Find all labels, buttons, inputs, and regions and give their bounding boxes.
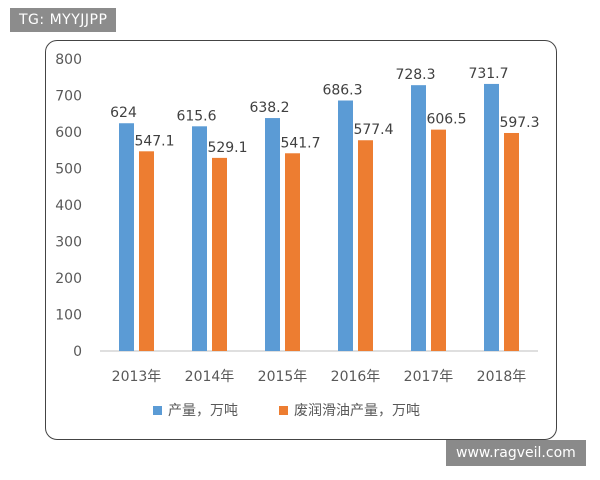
bar-output-2016年 [338,100,353,351]
data-label: 615.6 [176,108,216,124]
y-tick-label: 700 [55,89,82,105]
legend: 产量，万吨 废润滑油产量，万吨 [153,402,420,419]
data-label: 606.5 [426,112,466,128]
bar-waste-oil-2014年 [212,157,227,351]
legend-swatch-2 [279,406,288,415]
y-tick-label: 100 [55,308,82,324]
data-label: 547.1 [134,133,174,149]
x-tick-label: 2015年 [258,369,308,385]
bar-waste-oil-2015年 [285,153,300,351]
bar-waste-oil-2016年 [358,140,373,351]
x-tick-label: 2018年 [477,369,527,385]
bars [119,83,519,352]
category-labels: 2013年 2014年 2015年 2016年 2017年 2018年 [112,369,527,385]
data-label: 731.7 [468,66,508,82]
data-label: 597.3 [499,115,539,131]
bar-output-2014年 [192,126,207,351]
x-tick-label: 2017年 [404,369,454,385]
x-tick-label: 2016年 [331,369,381,385]
bar-output-2017年 [411,85,426,351]
y-tick-label: 500 [55,162,82,178]
y-tick-label: 400 [55,198,82,214]
data-label: 577.4 [353,122,393,138]
bar-output-2015年 [265,118,280,351]
x-tick-label: 2013年 [112,369,162,385]
data-label: 541.7 [280,135,320,151]
y-tick-label: 300 [55,235,82,251]
y-tick-label: 600 [55,125,82,141]
data-label: 624 [110,105,137,121]
legend-label-1: 产量，万吨 [168,403,238,419]
y-axis: 0 100 200 300 400 500 600 700 800 [55,52,82,360]
data-label: 686.3 [322,83,362,99]
bar-waste-oil-2018年 [504,132,519,351]
y-tick-label: 200 [55,271,82,287]
bar-waste-oil-2013年 [139,151,154,351]
y-tick-label: 800 [55,52,82,68]
bar-waste-oil-2017年 [431,129,446,351]
legend-swatch-1 [153,406,162,415]
bar-output-2013年 [119,123,134,352]
y-tick-label: 0 [73,344,82,360]
data-label: 529.1 [207,140,247,156]
bar-output-2018年 [484,83,499,351]
legend-label-2: 废润滑油产量，万吨 [294,402,420,419]
x-tick-label: 2014年 [185,369,235,385]
watermark: www.ragveil.com [446,440,586,466]
data-label: 638.2 [249,100,289,116]
channel-tag: TG: MYYJJPP [10,8,117,32]
data-label: 728.3 [395,67,435,83]
